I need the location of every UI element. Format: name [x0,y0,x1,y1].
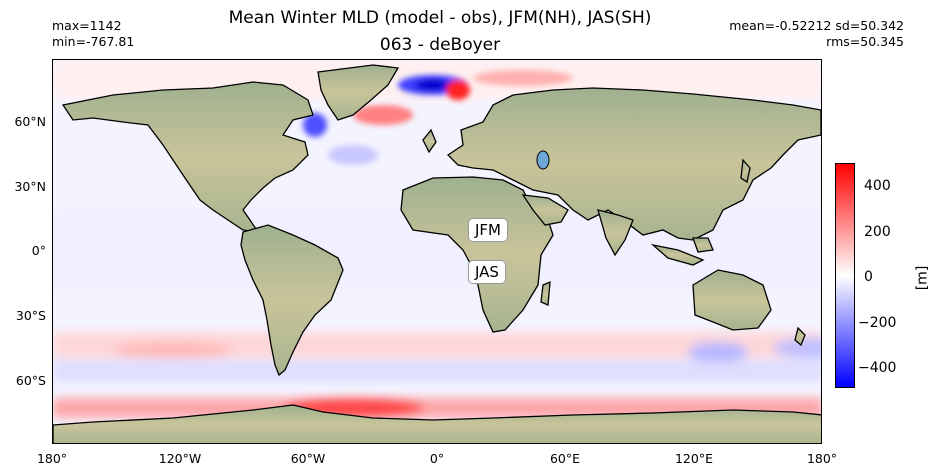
lon-tick-60w: 60°W [290,451,326,466]
colorbar-tick-400: 400 [864,178,891,194]
world-map: JFM JAS [52,59,822,444]
lon-tick-0: 0° [429,451,445,466]
lon-tick-60e: 60°E [549,451,581,466]
region-label-jfm: JFM [468,218,508,242]
stats-left: max=1142 min=-767.81 [52,18,134,50]
rms-value: rms=50.345 [826,34,904,49]
max-value: max=1142 [52,18,122,33]
colorbar [835,163,855,388]
stats-right: mean=-0.52212 sd=50.342 rms=50.345 [729,18,904,50]
lat-tick-30s: 30°S [15,308,46,323]
mean-sd-value: mean=-0.52212 sd=50.342 [729,18,904,33]
colorbar-label: [m] [914,265,931,291]
lat-tick-30n: 30°N [14,179,46,194]
colorbar-tick-200: 200 [864,224,891,240]
north-atlantic-anomaly [303,70,573,165]
map-title: Mean Winter MLD (model - obs), JFM(NH), … [228,8,652,28]
anomaly-field [53,60,821,418]
region-label-jas: JAS [468,260,506,284]
map-subtitle: 063 - deBoyer [379,35,501,55]
min-value: min=-767.81 [52,34,135,49]
caspian-sea [536,150,550,170]
colorbar-tick-0: 0 [864,269,873,285]
lon-tick-120e: 120°E [674,451,713,466]
colorbar-tick-neg200: −200 [858,315,897,331]
colorbar-tick-neg400: −400 [858,360,897,376]
lat-tick-0: 0° [31,243,46,258]
lat-tick-60n: 60°N [14,114,46,129]
landmasses [53,64,821,443]
lon-tick-120w: 120°W [158,451,202,466]
map-canvas: JFM JAS [53,60,821,443]
lat-tick-60s: 60°S [15,373,46,388]
lon-tick-180w: 180° [36,451,68,466]
lon-tick-180e: 180° [806,451,838,466]
